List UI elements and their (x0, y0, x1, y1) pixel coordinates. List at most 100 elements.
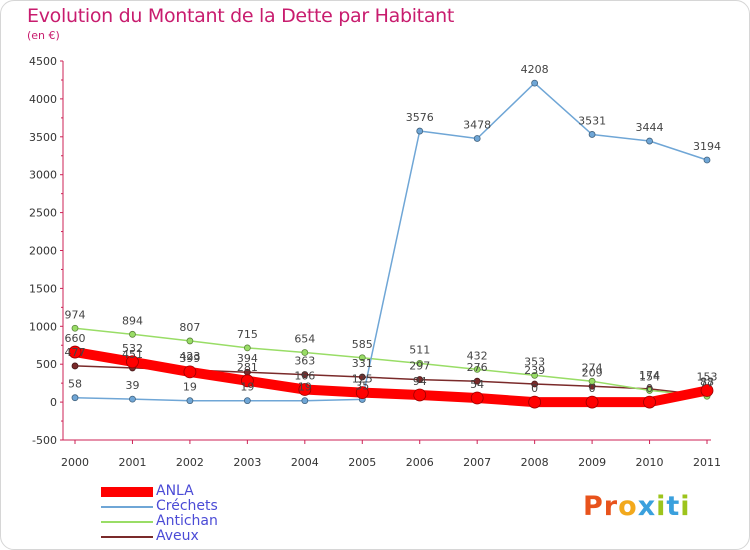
chart-title: Evolution du Montant de la Dette par Hab… (27, 5, 455, 27)
y-tick-label: 2500 (29, 207, 57, 220)
data-point (531, 380, 539, 388)
data-label: 77 (700, 376, 714, 389)
data-label: 3531 (578, 114, 606, 127)
data-point (298, 383, 312, 396)
legend-swatch (101, 487, 153, 497)
data-point (416, 376, 424, 383)
data-label: 399 (179, 352, 200, 365)
data-point (243, 344, 251, 352)
data-point (588, 131, 596, 138)
data-point (183, 365, 197, 379)
data-point (71, 394, 79, 402)
data-label: 154 (639, 370, 660, 383)
x-tick-label: 2000 (61, 456, 89, 469)
legend-swatch (101, 536, 153, 538)
data-point (71, 362, 79, 370)
data-point (240, 374, 254, 388)
data-label: 3444 (636, 121, 664, 134)
data-point (186, 337, 194, 345)
logo-letter: r (603, 491, 619, 522)
y-tick-label: 1000 (29, 320, 57, 333)
x-tick-label: 2005 (348, 456, 376, 469)
x-tick-label: 2008 (521, 456, 549, 469)
data-label: 3478 (463, 118, 491, 131)
data-label: 3194 (693, 140, 721, 153)
data-label: 0 (531, 382, 538, 395)
chart-axes: -500050010001500200025003000350040004500… (29, 55, 721, 469)
y-tick-label: 4500 (29, 55, 57, 68)
x-tick-label: 2003 (233, 456, 261, 469)
data-label: 281 (237, 361, 258, 374)
data-point (643, 395, 656, 409)
data-label: 276 (467, 361, 488, 374)
data-label: 353 (524, 355, 545, 368)
data-point (129, 330, 136, 338)
y-tick-label: 1500 (29, 282, 57, 295)
data-label: 423 (179, 350, 200, 363)
x-tick-label: 2004 (291, 456, 319, 469)
legend-swatch (101, 521, 153, 523)
data-label: 807 (179, 321, 200, 334)
logo-letter: i (656, 491, 667, 522)
y-tick-label: 500 (36, 358, 57, 371)
data-point (358, 354, 366, 362)
data-label: 654 (294, 333, 315, 346)
data-label: 3576 (406, 111, 434, 124)
logo-letter: P (583, 491, 604, 522)
data-point (585, 395, 599, 409)
series-line-Créchets (74, 82, 708, 402)
logo-letter: i (680, 491, 691, 522)
x-tick-label: 2006 (406, 456, 434, 469)
x-tick-label: 2007 (463, 456, 491, 469)
data-label: 660 (65, 332, 86, 345)
data-label: 239 (524, 364, 545, 377)
data-label: 511 (409, 343, 430, 356)
y-tick-label: 0 (50, 396, 57, 409)
data-point (416, 127, 424, 135)
data-label: 35 (355, 379, 369, 392)
legend-label: Créchets (156, 498, 218, 514)
data-label: 39 (125, 379, 139, 392)
logo-letter: x (637, 491, 657, 522)
data-point (588, 377, 596, 385)
series-line-Antichan (74, 327, 708, 398)
data-label: 153 (697, 371, 718, 384)
data-point (531, 79, 539, 87)
data-label: 209 (582, 366, 603, 379)
data-point (358, 373, 366, 381)
data-label: 0 (646, 382, 653, 395)
x-tick-label: 2009 (578, 456, 606, 469)
data-point (416, 359, 424, 367)
data-label: 88 (700, 375, 714, 388)
value-labels: 660 532 399 281 166 125 94 54 0 0 0 153 58 39 19 19 19 35… (65, 63, 722, 395)
data-label: 58 (68, 378, 82, 391)
legend-label: Antichan (156, 513, 218, 529)
data-point (71, 324, 79, 332)
data-point (126, 355, 139, 369)
data-point (470, 391, 484, 405)
data-label: 451 (122, 348, 143, 361)
data-point (413, 388, 427, 402)
proxiti-logo: Proxiti (583, 491, 691, 522)
data-point (68, 345, 82, 359)
data-point (243, 397, 251, 405)
data-label: 19 (183, 381, 197, 394)
data-point (646, 387, 653, 394)
data-point (473, 377, 481, 385)
data-point (646, 137, 653, 145)
data-label: 585 (352, 338, 373, 351)
data-point (473, 365, 481, 373)
data-label: 532 (122, 342, 143, 355)
y-tick-label: 3000 (29, 169, 57, 182)
legend-swatch (101, 506, 153, 508)
y-tick-label: 4000 (29, 93, 57, 106)
series-line-ANLA (70, 347, 712, 408)
data-point (186, 397, 194, 405)
data-label: 477 (65, 346, 86, 359)
legend-label: Aveux (156, 528, 199, 544)
series-lines (68, 79, 714, 409)
data-label: 297 (409, 360, 430, 373)
data-point (301, 397, 309, 405)
data-label: 363 (294, 355, 315, 368)
